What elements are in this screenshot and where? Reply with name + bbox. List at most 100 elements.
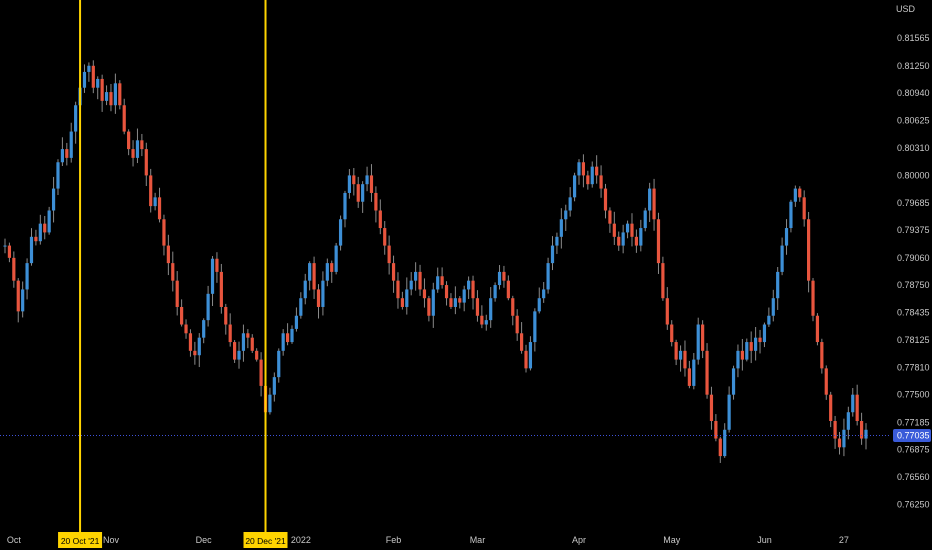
candle-body xyxy=(149,175,153,207)
candle-body xyxy=(820,342,824,369)
candle-body xyxy=(467,280,471,290)
candle-body xyxy=(625,223,630,233)
candle-body xyxy=(665,298,669,325)
candle-body xyxy=(842,429,846,448)
current-price-flag-background xyxy=(893,428,931,442)
candle xyxy=(65,142,69,166)
candle xyxy=(630,213,634,247)
candle xyxy=(829,391,833,428)
candle-body xyxy=(65,149,69,158)
candle-body xyxy=(330,263,334,272)
candle-body xyxy=(784,228,789,246)
candle xyxy=(497,265,502,290)
candle xyxy=(709,386,714,430)
candle xyxy=(25,258,29,300)
candle xyxy=(484,314,488,331)
candle-body xyxy=(603,188,608,211)
candle-body xyxy=(643,210,647,229)
y-tick-label: 0.76875 xyxy=(897,445,930,455)
candle-body xyxy=(56,162,60,189)
candle-body xyxy=(321,280,325,307)
candle-body xyxy=(723,429,727,457)
candle xyxy=(864,423,868,450)
currency-label: USD xyxy=(896,4,916,14)
candle xyxy=(241,324,246,362)
marker-label: 20 Dec '21 xyxy=(245,536,286,546)
candle-body xyxy=(3,245,7,247)
candle xyxy=(131,140,135,167)
candle-body xyxy=(135,140,140,158)
candle-body xyxy=(325,263,329,281)
candle-body xyxy=(855,394,859,421)
candle-body xyxy=(489,298,493,321)
candle-body xyxy=(378,210,382,229)
candle xyxy=(272,372,276,402)
candle xyxy=(493,282,497,302)
candle xyxy=(440,267,444,289)
y-tick-label: 0.78435 xyxy=(897,308,930,318)
candle xyxy=(347,169,351,199)
candle xyxy=(612,211,616,245)
candle xyxy=(69,122,73,163)
candle-body xyxy=(846,412,850,430)
candle xyxy=(153,192,157,211)
candle-body xyxy=(674,342,678,360)
candle xyxy=(462,285,466,312)
candle-body xyxy=(608,210,612,224)
candle xyxy=(807,211,811,293)
candle-body xyxy=(436,276,440,290)
candle-body xyxy=(767,315,771,325)
candle-body xyxy=(731,368,736,395)
candle xyxy=(330,260,334,283)
candle xyxy=(453,286,457,315)
candle-body xyxy=(414,271,418,281)
candle xyxy=(312,256,316,299)
candle-body xyxy=(153,197,157,207)
candle-body xyxy=(338,219,343,246)
candle xyxy=(246,329,250,349)
candle-body xyxy=(352,175,356,185)
candle-body xyxy=(118,83,122,106)
candle xyxy=(811,277,815,322)
candle-body xyxy=(409,280,413,290)
y-tick-label: 0.80625 xyxy=(897,116,930,126)
candle-body xyxy=(546,263,550,290)
candle xyxy=(740,338,744,371)
candle xyxy=(202,318,206,344)
candle-body xyxy=(692,359,696,386)
candle-body xyxy=(219,271,223,307)
candle xyxy=(515,309,519,341)
candle xyxy=(656,212,661,274)
candle xyxy=(520,322,524,354)
candle-body xyxy=(215,258,219,272)
candle-body xyxy=(109,92,113,106)
candle-body xyxy=(718,438,722,457)
candle-body xyxy=(246,333,250,338)
candle xyxy=(96,76,100,100)
candle-body xyxy=(683,350,687,369)
candle-body xyxy=(104,92,109,101)
candle-body xyxy=(51,188,56,211)
current-price-flag: 0.77035 xyxy=(893,428,931,442)
candle-body xyxy=(96,78,100,88)
candle xyxy=(352,167,356,196)
candle-body xyxy=(361,184,365,202)
candle xyxy=(780,237,784,276)
candle-body xyxy=(312,263,316,290)
candle xyxy=(723,423,727,458)
x-tick-label: Feb xyxy=(386,535,402,545)
candle-body xyxy=(595,166,599,176)
candle-body xyxy=(630,223,634,237)
y-tick-label: 0.79060 xyxy=(897,253,930,263)
candle xyxy=(157,187,162,223)
candle-body xyxy=(374,192,378,211)
candle xyxy=(87,62,91,82)
candle-body xyxy=(91,65,95,88)
candle-body xyxy=(427,298,431,316)
candle xyxy=(378,199,382,235)
candle xyxy=(758,329,762,354)
candle xyxy=(643,207,647,232)
candle xyxy=(418,264,422,296)
y-tick-label: 0.77185 xyxy=(897,417,930,427)
candle xyxy=(572,172,577,202)
